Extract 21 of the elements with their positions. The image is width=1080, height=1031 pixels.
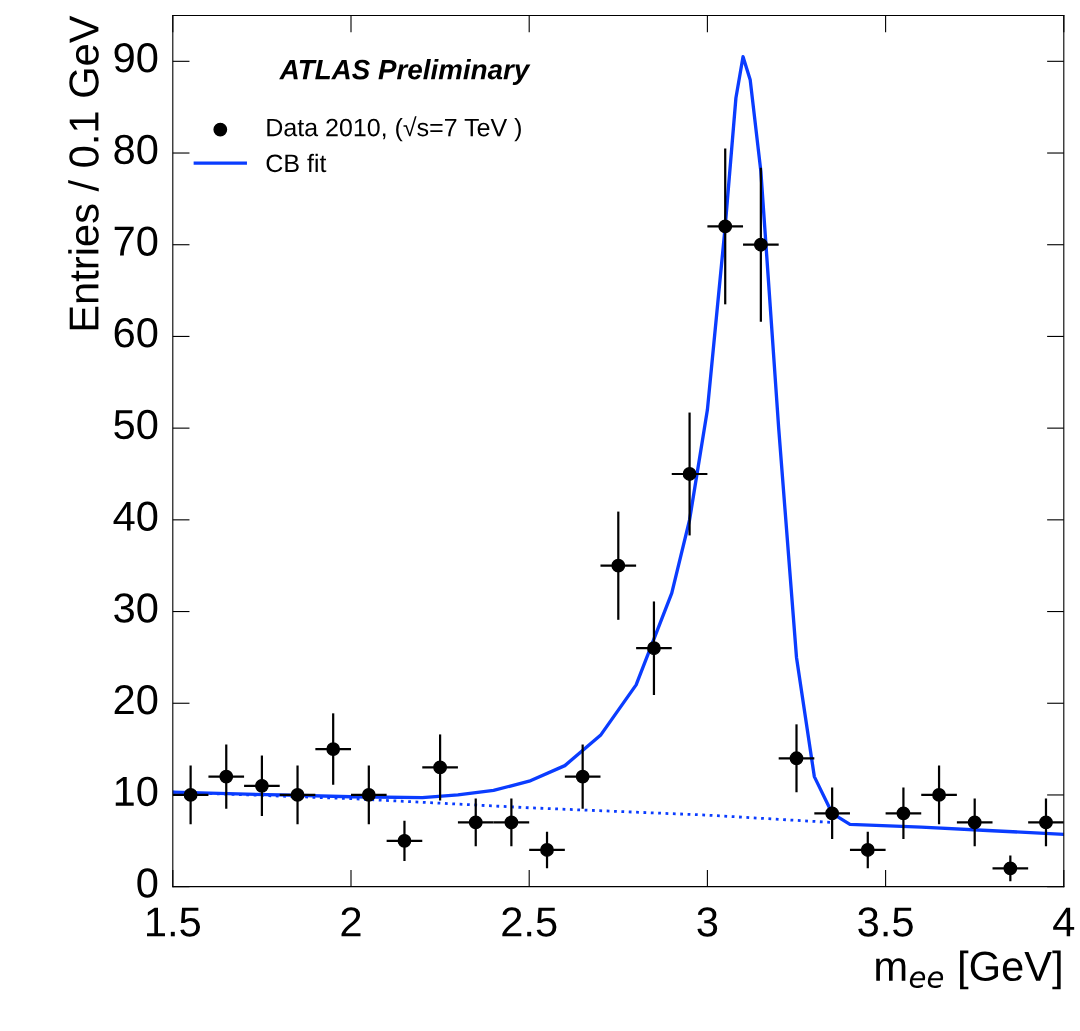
y-tick-label: 60 <box>114 318 158 348</box>
annotation: ATLAS Preliminary <box>279 59 531 85</box>
legend-label: CB fit <box>266 153 327 173</box>
y-tick-label: 80 <box>114 134 158 165</box>
x-tick-label: 3.5 <box>858 907 913 937</box>
x-tick-label: 2 <box>341 907 361 937</box>
x-axis-title: m$_{ee}$ [GeV] <box>876 950 1061 990</box>
x-tick-label: 1.5 <box>147 907 201 937</box>
legend-label: Data 2010, (√s=7 TeV ) <box>267 116 521 142</box>
y-tick-label: 20 <box>114 684 158 715</box>
y-tick-label: 50 <box>114 409 158 440</box>
x-tick-label: 4 <box>1053 907 1075 937</box>
x-tick-label: 3 <box>697 907 718 937</box>
y-tick-label: 30 <box>114 593 158 623</box>
y-tick-label: 70 <box>114 226 158 256</box>
x-tick-label: 2.5 <box>502 907 557 937</box>
y-tick-label: 0 <box>137 868 158 898</box>
y-axis-title: Entries / 0.1 GeV <box>68 15 99 330</box>
y-tick-label: 90 <box>114 43 158 73</box>
y-tick-label: 10 <box>115 776 158 807</box>
y-tick-label: 40 <box>113 501 158 532</box>
